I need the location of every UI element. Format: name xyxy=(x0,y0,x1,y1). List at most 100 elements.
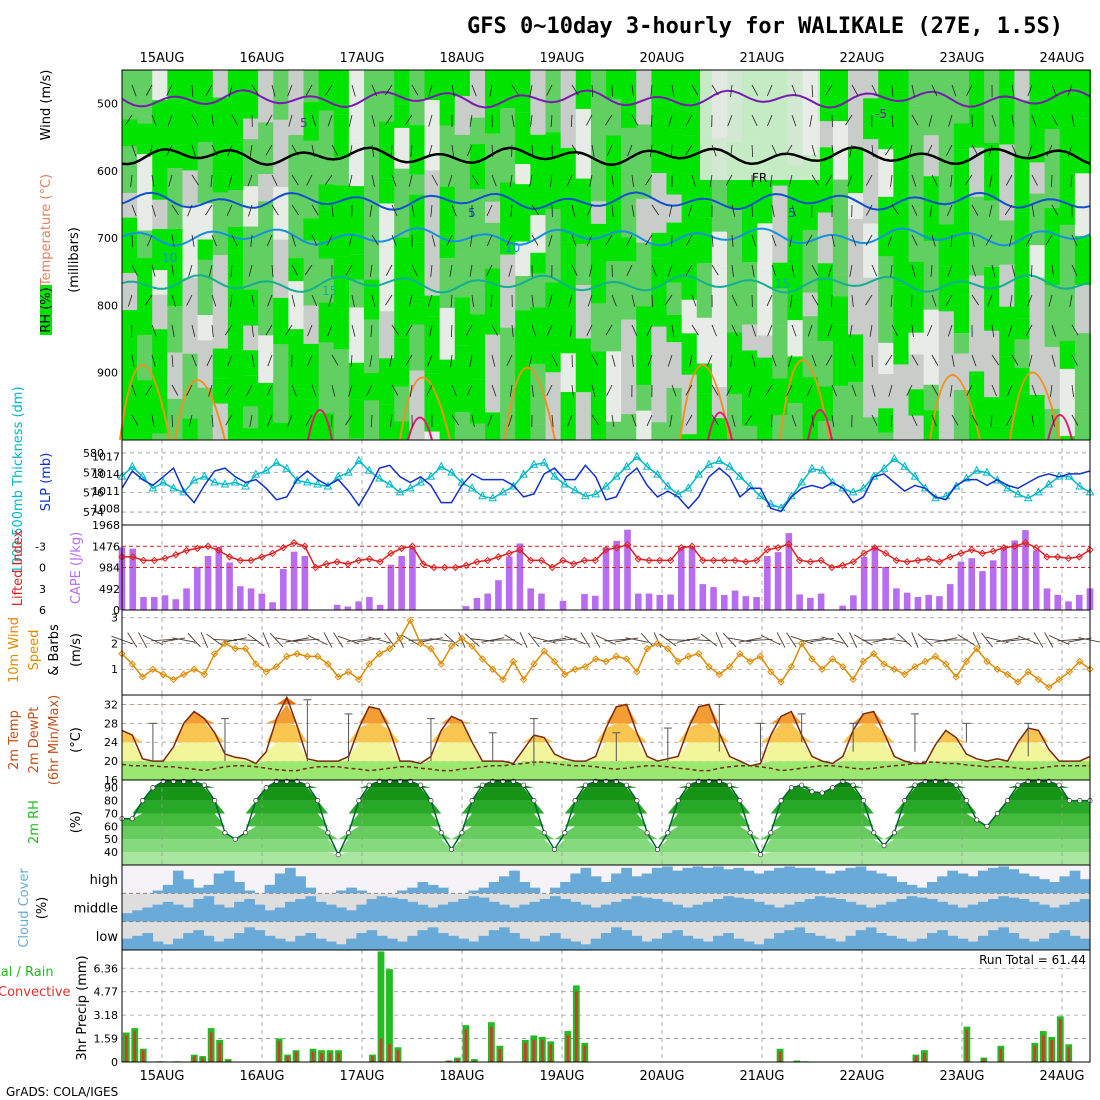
wind-barb xyxy=(167,114,173,127)
rh2m-point xyxy=(902,798,908,804)
wind-barb xyxy=(351,294,355,307)
lifted-index-point xyxy=(354,556,363,565)
wind-barb xyxy=(882,638,907,642)
wind-barb xyxy=(491,354,496,367)
rh-cell xyxy=(787,403,804,440)
cape-bar xyxy=(893,588,900,610)
rh-cell xyxy=(379,358,396,405)
precip-convective-bar xyxy=(371,1056,374,1062)
cloud-cell xyxy=(712,866,724,894)
thickness-point xyxy=(756,491,765,500)
rh-cell xyxy=(560,392,577,440)
wind-barb xyxy=(871,84,878,96)
rh-cell xyxy=(651,422,668,440)
wind-barb xyxy=(188,264,193,277)
wind-barb xyxy=(531,204,540,216)
rh-cell xyxy=(1074,70,1091,119)
lifted-index-point xyxy=(1043,553,1051,561)
cloud-cell xyxy=(549,887,561,894)
rh-cell xyxy=(167,168,184,229)
rh-cell xyxy=(212,255,229,315)
rh-cell xyxy=(636,306,653,385)
bottom-date-label: 22AUG xyxy=(839,1069,884,1084)
wind-barb xyxy=(348,234,353,247)
wind-barb xyxy=(551,414,554,427)
cape-bar xyxy=(516,543,524,610)
wind-barb xyxy=(161,637,186,643)
rh-cell xyxy=(469,288,486,315)
rh-cell xyxy=(1029,162,1046,194)
rh-cell xyxy=(681,200,698,245)
lifted-index-point xyxy=(699,556,707,565)
thickness-point xyxy=(539,457,549,466)
rh-cell xyxy=(288,70,305,136)
temp-axis-label: (6hr Min/Max) xyxy=(47,695,62,785)
wind-barb xyxy=(391,204,398,217)
temp-axis-label: (°C) xyxy=(69,727,84,753)
wind-barb xyxy=(419,637,443,643)
rh-cell xyxy=(258,335,275,383)
wind-barb xyxy=(786,632,797,648)
wind-axis-label: Speed xyxy=(27,630,42,671)
wind-barb xyxy=(271,264,274,278)
wind-barb xyxy=(691,84,699,96)
wind-barb xyxy=(351,324,356,337)
wind-barb xyxy=(670,144,673,158)
rh-cell xyxy=(681,374,698,435)
wind-barb xyxy=(446,234,453,246)
cloud-cell xyxy=(560,899,571,922)
cloud-cell xyxy=(356,904,368,922)
lifted-index-point xyxy=(1021,539,1030,547)
rh-cell xyxy=(560,353,577,393)
wind-barb xyxy=(711,144,717,157)
rh-cell xyxy=(908,105,925,185)
rh-cell xyxy=(606,175,623,238)
wind-barb xyxy=(131,414,139,426)
cloud-cell xyxy=(183,879,194,894)
wind-barb xyxy=(949,384,953,397)
rh-cell xyxy=(500,327,517,383)
rh-cell xyxy=(999,220,1016,265)
rh-cell xyxy=(530,252,547,274)
wind-barb xyxy=(1005,174,1013,186)
thickness-point xyxy=(169,483,178,492)
wind-barb xyxy=(885,354,893,366)
rh-cell xyxy=(621,127,638,203)
cloud-row-label: low xyxy=(96,930,119,945)
rh-cell xyxy=(500,70,517,109)
wind-barb xyxy=(728,637,752,643)
rh-cell xyxy=(197,239,214,260)
wind-barb xyxy=(1071,234,1078,247)
rh-cell xyxy=(742,324,759,351)
lifted-index-point xyxy=(709,556,718,565)
thickness-point xyxy=(704,459,714,468)
lifted-index-point xyxy=(247,556,255,565)
cloud-cell xyxy=(1018,873,1030,894)
cape-bar xyxy=(871,546,879,610)
rh2m-point xyxy=(356,798,362,804)
wind-barb xyxy=(751,114,758,126)
rh-cell xyxy=(832,386,849,440)
wind-barb xyxy=(926,144,933,156)
wind-barb xyxy=(508,414,513,427)
wind-barb xyxy=(1051,324,1056,337)
wind-barb xyxy=(191,84,194,98)
rh-cell xyxy=(848,382,865,416)
precip-convective-bar xyxy=(999,1048,1003,1062)
lifted-index-point xyxy=(150,556,158,565)
rh-cell xyxy=(515,368,532,439)
rh-cell xyxy=(742,191,759,263)
thickness-point xyxy=(364,465,374,474)
wind-barb xyxy=(751,324,757,337)
rh-cell xyxy=(560,310,577,354)
wind-barb xyxy=(1071,354,1078,366)
cloud-cell xyxy=(223,938,235,950)
wind-barb xyxy=(931,414,937,427)
cloud-cell xyxy=(600,933,612,950)
cape-bar xyxy=(215,546,223,610)
cape-bar xyxy=(538,593,545,610)
cloud-cell xyxy=(427,907,439,922)
cloud-cell xyxy=(356,933,368,950)
precip-panel xyxy=(121,949,1091,1063)
lifted-index-point xyxy=(215,546,223,555)
